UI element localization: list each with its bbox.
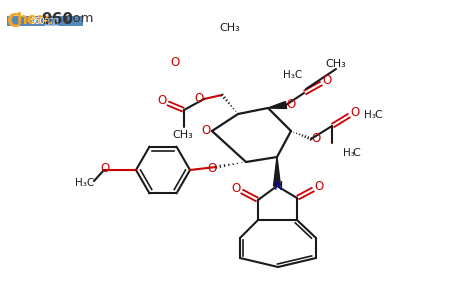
Text: CH₃: CH₃ [173, 130, 193, 140]
Text: O: O [311, 132, 320, 144]
Polygon shape [268, 102, 287, 108]
Text: H₃: H₃ [364, 110, 376, 120]
Text: CH₃: CH₃ [219, 23, 240, 33]
Text: .com: .com [62, 12, 94, 25]
FancyBboxPatch shape [7, 16, 83, 26]
Polygon shape [273, 157, 281, 186]
Text: O: O [201, 124, 210, 137]
Text: O: O [231, 181, 241, 195]
Text: O: O [322, 74, 332, 88]
Text: 960化工网: 960化工网 [31, 16, 59, 25]
Text: C: C [374, 110, 382, 120]
Text: C: C [7, 12, 21, 31]
Text: O: O [157, 95, 167, 108]
Text: O: O [207, 161, 217, 175]
Text: O: O [314, 180, 324, 193]
Text: O: O [286, 98, 296, 110]
Text: O: O [350, 106, 360, 120]
Text: O: O [170, 55, 180, 69]
Text: CH₃: CH₃ [326, 59, 346, 69]
Text: hem: hem [17, 12, 54, 27]
Text: N: N [273, 180, 283, 193]
Text: O: O [194, 91, 204, 105]
Text: H₃: H₃ [343, 148, 355, 158]
Text: C: C [352, 148, 360, 158]
Text: O: O [100, 163, 109, 176]
Text: H₃C: H₃C [75, 178, 95, 188]
Text: 960: 960 [41, 12, 73, 27]
Text: H₃C: H₃C [283, 70, 302, 80]
